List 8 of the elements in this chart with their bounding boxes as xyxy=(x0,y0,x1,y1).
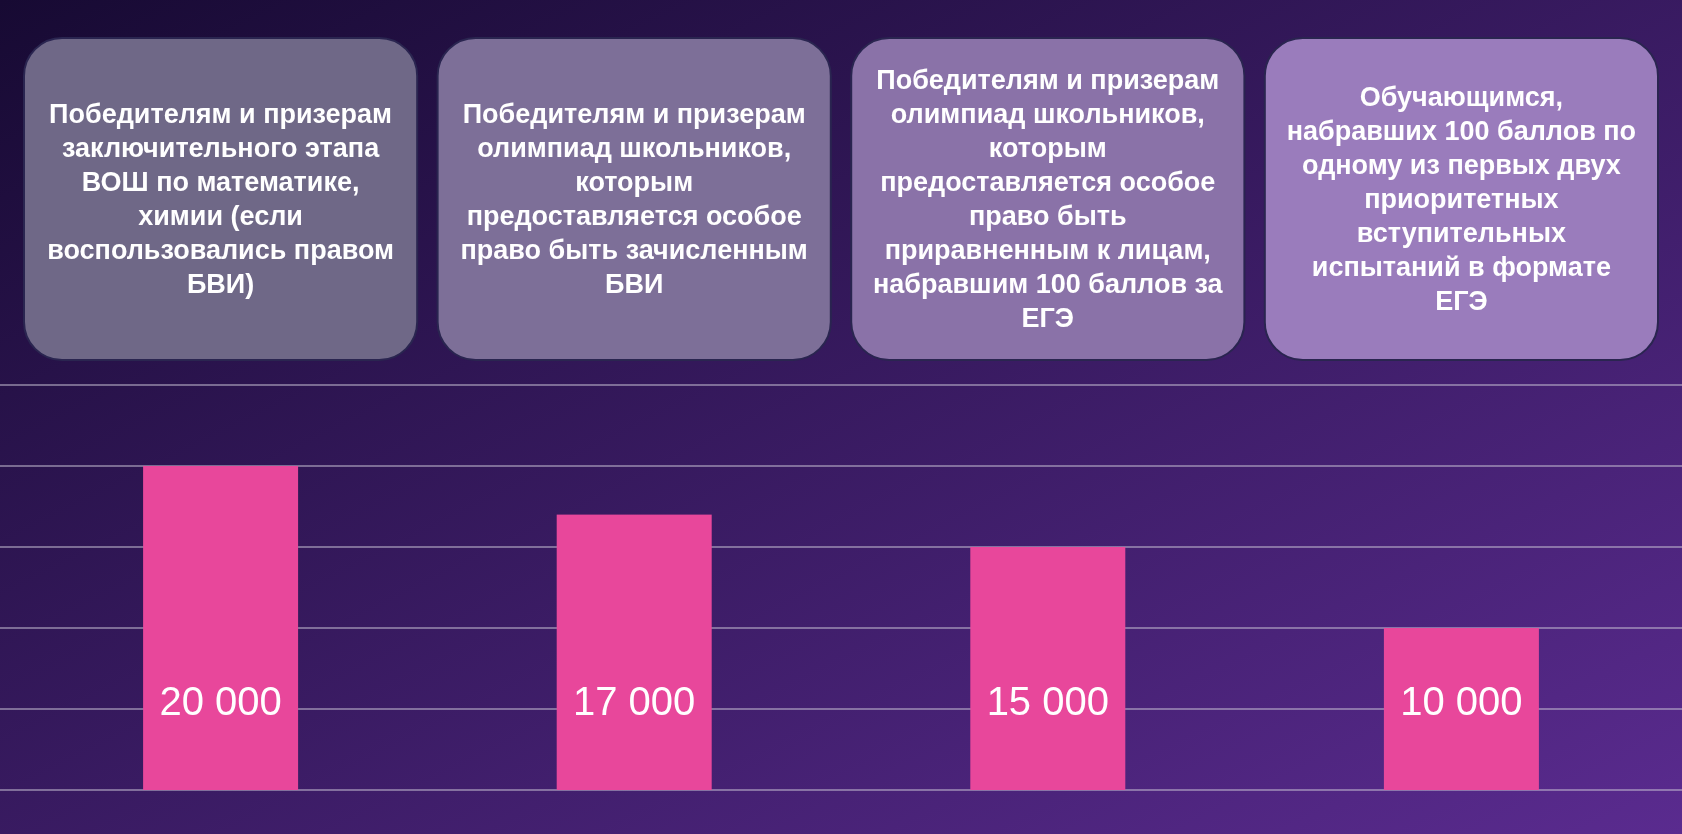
x-tick-label: Победителям и призерам олимпиад школьников, которым предоставляется особое право быть приравненным к лицам, набравшим 100 баллов за ЕГЭ xyxy=(873,65,1224,334)
data-label: 10 000 xyxy=(1400,679,1523,723)
x-tick-label: Победителям и призерам олимпиад школьников, которым предоставляется особое право быть зачисленным БВИ xyxy=(460,99,808,300)
data-label: 15 000 xyxy=(986,679,1109,723)
x-tick-label: Обучающимся, набравших 100 баллов по одному из первых двух приоритетных вступительных испытаний в формате ЕГЭ xyxy=(1286,82,1637,317)
data-label: 17 000 xyxy=(573,679,696,723)
x-tick-label: Победителям и призерам заключительного этапа ВОШ по математике, химии (если воспользовались правом БВИ) xyxy=(47,99,394,300)
data-label: 20 000 xyxy=(159,679,282,723)
